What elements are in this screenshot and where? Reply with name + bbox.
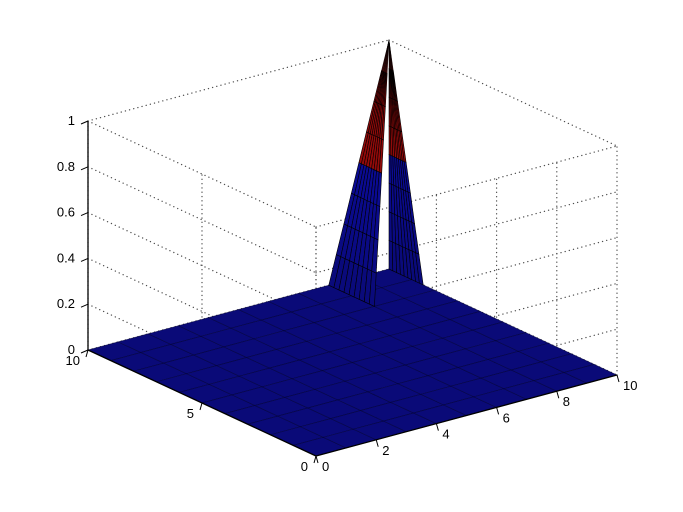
svg-text:8: 8 [563,394,570,409]
svg-text:5: 5 [187,406,194,421]
svg-text:0.8: 0.8 [57,159,75,174]
svg-text:0.6: 0.6 [57,205,75,220]
svg-text:10: 10 [66,353,80,368]
svg-text:1: 1 [68,113,75,128]
svg-text:0.4: 0.4 [57,250,75,265]
svg-text:2: 2 [382,443,389,458]
svg-text:10: 10 [623,378,637,393]
svg-text:0: 0 [301,459,308,474]
svg-text:6: 6 [503,410,510,425]
svg-text:4: 4 [442,427,449,442]
svg-text:0: 0 [322,459,329,474]
svg-text:0.2: 0.2 [57,296,75,311]
